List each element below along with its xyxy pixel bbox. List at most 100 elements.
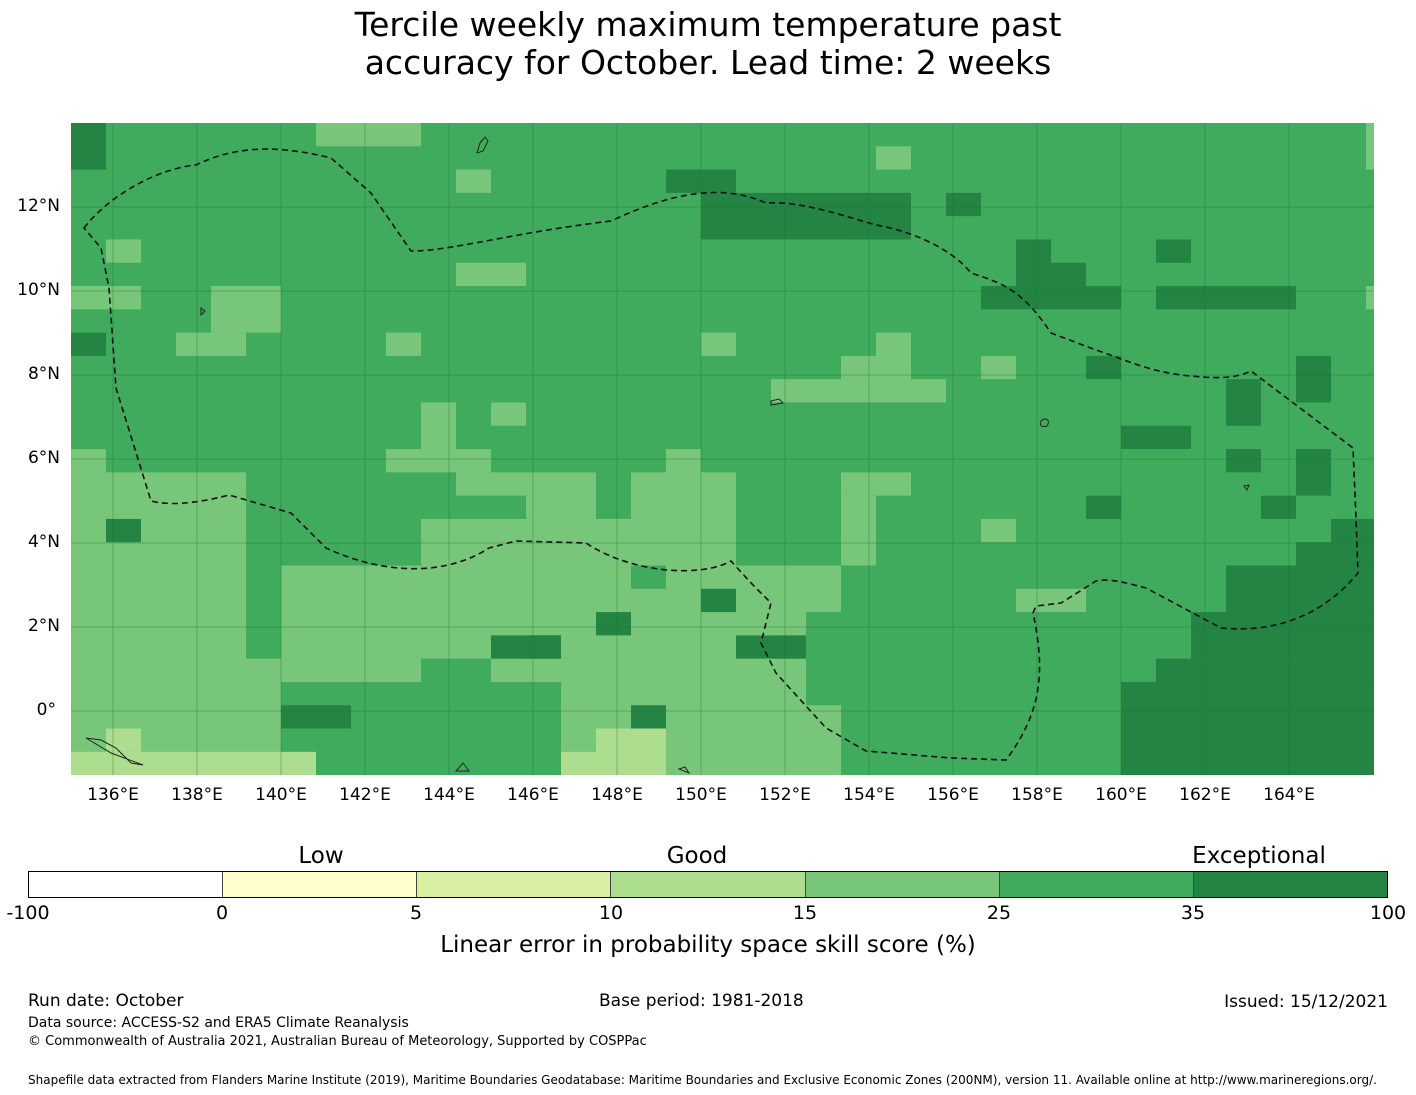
lon-label: 162°E <box>1179 785 1231 805</box>
skill-cell <box>841 355 911 380</box>
skill-cell <box>946 192 981 217</box>
skill-cell <box>631 472 736 519</box>
skill-cell <box>1296 355 1331 403</box>
lon-label: 154°E <box>843 785 895 805</box>
skill-cell <box>456 262 526 287</box>
colorbar-tick: 35 <box>1180 902 1206 924</box>
colorbar-segment <box>29 872 224 897</box>
skill-cell <box>526 495 596 519</box>
skill-cell <box>1051 262 1086 287</box>
base-period: Base period: 1981-2018 <box>599 991 804 1011</box>
lon-label: 138°E <box>171 785 223 805</box>
lon-label: 160°E <box>1095 785 1147 805</box>
lat-label: 2°N <box>27 616 60 636</box>
colorbar-tick: 15 <box>792 902 818 924</box>
colorbar-tick: 100 <box>1369 902 1407 924</box>
colorbar-tick: -100 <box>6 902 50 924</box>
skill-cell <box>491 635 561 659</box>
skill-cell <box>596 612 631 636</box>
skill-cell <box>71 123 106 170</box>
lon-label: 136°E <box>87 785 139 805</box>
skill-cell <box>806 565 841 613</box>
skill-cell <box>1086 495 1121 519</box>
skill-cell <box>1191 612 1374 659</box>
skill-cell <box>456 169 491 193</box>
skill-cell <box>491 658 596 682</box>
island-kosrae <box>1243 484 1250 492</box>
colorbar-segment <box>999 872 1194 897</box>
skill-cell <box>841 216 911 240</box>
lon-label: 146°E <box>507 785 559 805</box>
island-saipan-area <box>200 307 206 317</box>
island-outlines <box>85 136 1250 775</box>
island-pohnpei <box>1039 418 1049 428</box>
skill-cell <box>456 472 596 496</box>
title-line-1: Tercile weekly maximum temperature past <box>354 5 1062 44</box>
skill-cell <box>876 146 911 170</box>
skill-cell <box>631 705 666 729</box>
island-bottom-1 <box>677 766 691 775</box>
lon-label: 148°E <box>591 785 643 805</box>
lon-label: 158°E <box>1011 785 1063 805</box>
category-low: Low <box>298 843 344 869</box>
lat-label: 10°N <box>17 280 60 300</box>
skill-cell <box>281 705 351 729</box>
skill-cell <box>1261 286 1296 310</box>
skill-cell <box>1016 588 1086 613</box>
skill-cell <box>1121 425 1191 450</box>
skill-cell <box>1296 449 1331 496</box>
colorbar-tick: 0 <box>215 902 229 924</box>
colorbar-segment <box>805 872 1000 897</box>
graticule <box>71 123 1374 775</box>
lon-label: 152°E <box>759 785 811 805</box>
colorbar-tick: 25 <box>986 902 1012 924</box>
title-line-2: accuracy for October. Lead time: 2 weeks <box>364 43 1052 82</box>
colorbar-tick: 5 <box>409 902 423 924</box>
skill-cell <box>176 751 211 775</box>
lon-label: 144°E <box>423 785 475 805</box>
skill-cell <box>1366 286 1374 310</box>
lon-label: 142°E <box>339 785 391 805</box>
skill-cell <box>1261 495 1296 519</box>
skill-cell <box>386 449 491 473</box>
skill-cell <box>666 169 736 193</box>
skill-cell <box>106 728 141 752</box>
skill-cell <box>701 588 736 613</box>
skill-cell <box>106 472 246 496</box>
shapefile-credit: Shapefile data extracted from Flanders M… <box>28 1073 1377 1087</box>
skill-cell <box>1366 123 1374 170</box>
colorbar-segment <box>1193 872 1387 897</box>
lat-label: 0° <box>36 700 56 720</box>
island-png-coast <box>85 737 144 766</box>
skill-cell <box>1226 379 1261 426</box>
skill-cell <box>1086 355 1121 380</box>
category-good: Good <box>666 843 728 869</box>
skill-cell <box>71 751 176 775</box>
skill-cell <box>981 286 1121 310</box>
skill-cell <box>106 239 141 263</box>
island-guam <box>476 136 489 154</box>
skill-cell <box>281 565 631 659</box>
copyright: © Commonwealth of Australia 2021, Austra… <box>28 1034 647 1049</box>
lat-label: 8°N <box>27 364 60 384</box>
skill-cell <box>1016 239 1051 287</box>
run-date: Run date: October <box>28 991 184 1011</box>
map-canvas <box>71 123 1374 775</box>
skill-cell <box>1121 681 1374 775</box>
skill-cell <box>281 658 421 682</box>
skill-cell <box>386 332 421 356</box>
lat-label: 12°N <box>17 196 60 216</box>
data-source: Data source: ACCESS-S2 and ERA5 Climate … <box>28 1015 409 1031</box>
skill-cell <box>176 332 246 356</box>
skill-cell <box>211 751 316 775</box>
skill-cell <box>316 123 421 147</box>
skill-cell <box>421 518 631 566</box>
colorbar-segment <box>417 872 612 897</box>
skill-cell <box>806 705 841 775</box>
lat-label: 4°N <box>27 532 60 552</box>
skill-cell <box>596 565 631 589</box>
skill-cell <box>71 332 106 356</box>
lon-label: 156°E <box>927 785 979 805</box>
colorbar-label: Linear error in probability space skill … <box>440 932 976 958</box>
skill-cell <box>596 681 631 706</box>
